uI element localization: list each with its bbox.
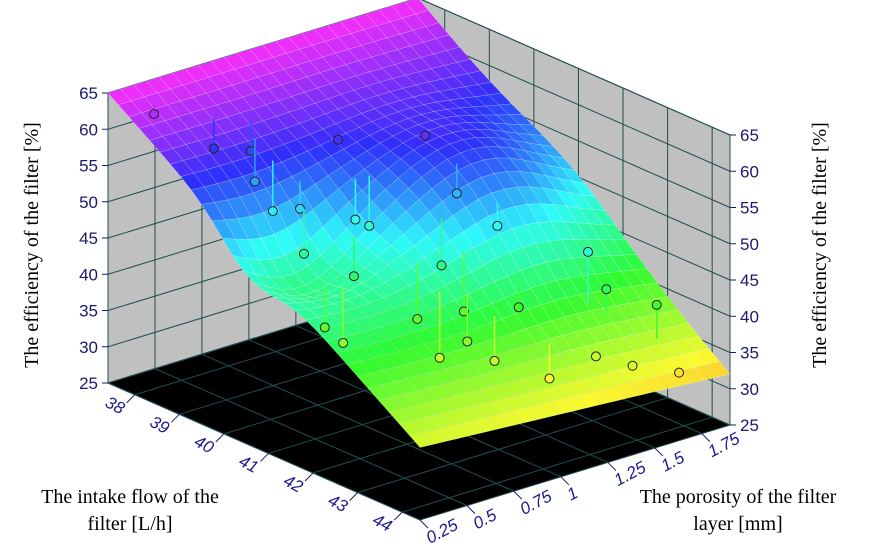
x-tick-label: 39	[147, 412, 173, 438]
surface-patch	[525, 404, 550, 421]
y-tick-label: 1.5	[658, 447, 688, 475]
surface-patch	[538, 401, 563, 418]
x-tick-label: 44	[370, 510, 396, 536]
x-tick-mark	[215, 433, 225, 443]
z-tick-label-right: 35	[740, 344, 759, 363]
x-tick-mark	[393, 511, 403, 521]
y-tick-mark	[701, 433, 711, 442]
data-point	[412, 314, 423, 325]
data-point	[267, 206, 278, 217]
y-tick-label: 0.25	[423, 515, 462, 548]
z-tick-label-right: 25	[740, 416, 759, 435]
data-point	[489, 355, 500, 366]
surface-patch	[641, 376, 666, 393]
data-point	[348, 271, 359, 282]
y-axis-label-line1: The porosity of the filter	[640, 486, 837, 508]
data-points	[149, 104, 685, 384]
y-axis-label-line2: layer [mm]	[693, 513, 782, 535]
surface-patch	[473, 416, 498, 433]
floor-gridline	[357, 397, 668, 494]
response-surface	[107, 0, 731, 448]
y-tick-mark	[654, 447, 664, 457]
floor-gridline	[107, 382, 421, 521]
x-tick-label: 42	[280, 471, 306, 497]
data-point	[544, 373, 555, 384]
z-tick-label-left: 55	[79, 157, 98, 176]
data-point	[364, 220, 375, 231]
x-tick-mark	[349, 492, 358, 501]
data-point	[601, 284, 612, 295]
data-point	[338, 337, 349, 348]
y-tick-mark	[607, 462, 617, 471]
data-point	[458, 306, 469, 317]
data-point	[627, 360, 638, 371]
data-point	[651, 299, 662, 310]
surface-patch	[409, 432, 434, 448]
x-tick-mark	[260, 453, 269, 462]
z-tick-label-right: 60	[740, 162, 759, 181]
data-point	[492, 220, 503, 231]
x-tick-mark	[304, 472, 314, 482]
x-tick-label: 38	[102, 393, 128, 419]
floor-gridline	[154, 368, 468, 507]
data-point	[208, 143, 219, 154]
surface-patch	[434, 426, 460, 442]
data-point	[245, 145, 256, 156]
data-point	[462, 336, 473, 347]
data-point	[149, 108, 160, 119]
floor-gridline	[402, 416, 713, 513]
z-tick-label-left: 25	[79, 374, 98, 393]
data-point	[420, 130, 431, 141]
data-point	[350, 214, 361, 225]
z-tick-label-left: 45	[79, 229, 98, 248]
data-point	[319, 322, 330, 333]
y-tick-label: 1.75	[705, 429, 744, 462]
y-tick-label: 0.5	[470, 505, 500, 533]
z-axis-label-left: The efficiency of the filter [%]	[21, 122, 43, 368]
z-tick-label-left: 30	[79, 338, 98, 357]
data-point	[298, 248, 309, 259]
y-tick-mark	[419, 519, 429, 529]
data-point	[451, 188, 462, 199]
y-tick-mark	[466, 505, 476, 514]
z-tick-label-left: 50	[79, 193, 98, 212]
data-point	[333, 134, 344, 145]
y-tick-mark	[560, 476, 570, 486]
z-tick-label-right: 55	[740, 199, 759, 218]
x-axis-label-line1: The intake flow of the	[41, 486, 219, 508]
z-tick-label-left: 65	[79, 84, 98, 103]
z-tick-label-right: 65	[740, 126, 759, 145]
z-axis-label-right: The efficiency of the filter [%]	[809, 122, 831, 368]
z-tick-label-left: 60	[79, 120, 98, 139]
x-tick-label: 40	[191, 432, 217, 458]
y-tick-label: 1	[564, 483, 581, 504]
z-tick-label-right: 30	[740, 380, 759, 399]
data-point	[590, 351, 601, 362]
x-tick-label: 41	[236, 451, 262, 477]
x-tick-mark	[170, 413, 180, 423]
z-tick-label-right: 45	[740, 271, 759, 290]
x-axis-label-line2: filter [L/h]	[88, 513, 173, 535]
z-tick-label-right: 50	[740, 235, 759, 254]
z-tick-label-left: 35	[79, 302, 98, 321]
data-point	[294, 203, 305, 214]
z-tick-label-right: 40	[740, 307, 759, 326]
data-point	[249, 176, 260, 187]
data-point	[513, 302, 524, 313]
floor-gridline	[201, 353, 515, 492]
z-tick-label-left: 40	[79, 265, 98, 284]
data-point	[674, 367, 685, 378]
data-point	[434, 352, 445, 363]
x-tick-label: 43	[325, 490, 351, 516]
data-point	[436, 260, 447, 271]
y-tick-mark	[513, 490, 523, 500]
data-point	[582, 246, 593, 257]
y-tick-label: 0.75	[517, 486, 556, 519]
x-tick-mark	[126, 394, 136, 404]
